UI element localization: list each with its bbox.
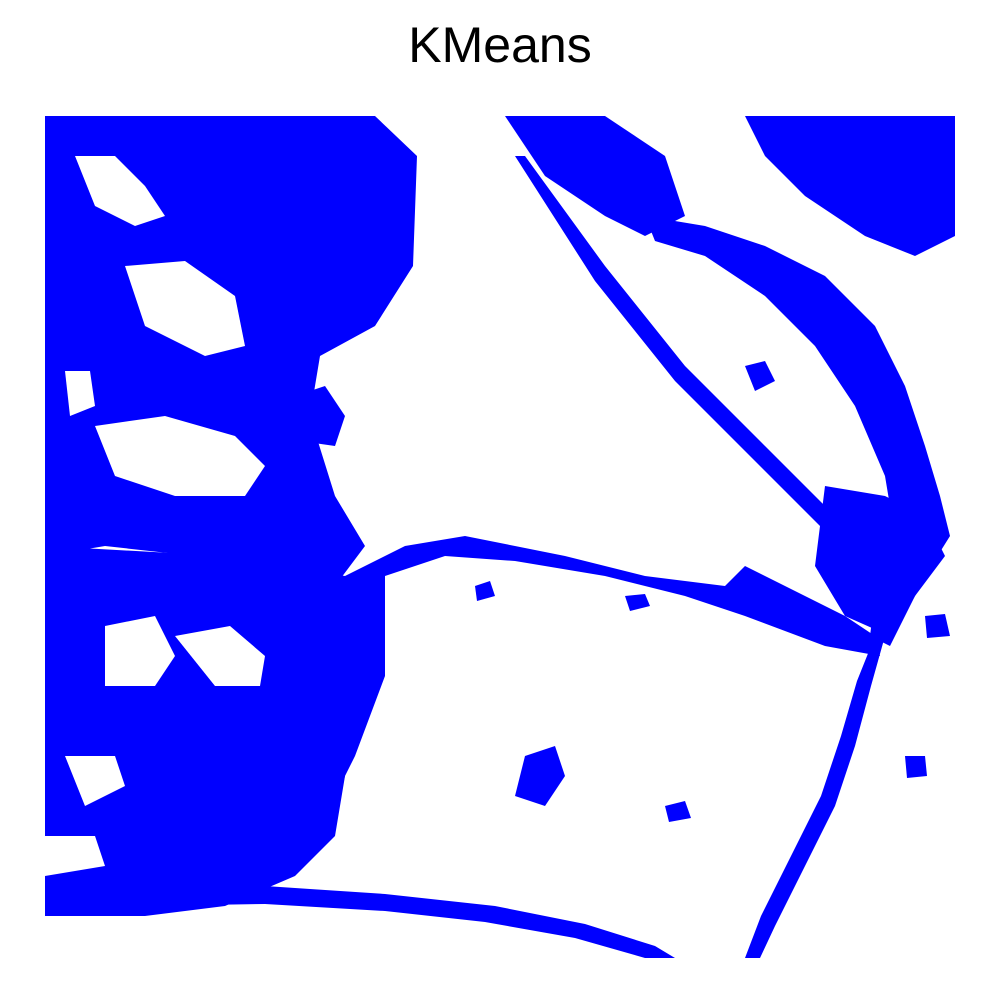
white-clearings [45, 156, 265, 876]
segmentation-regions [45, 116, 955, 958]
segmentation-map [45, 116, 955, 958]
figure-title: KMeans [408, 17, 592, 73]
